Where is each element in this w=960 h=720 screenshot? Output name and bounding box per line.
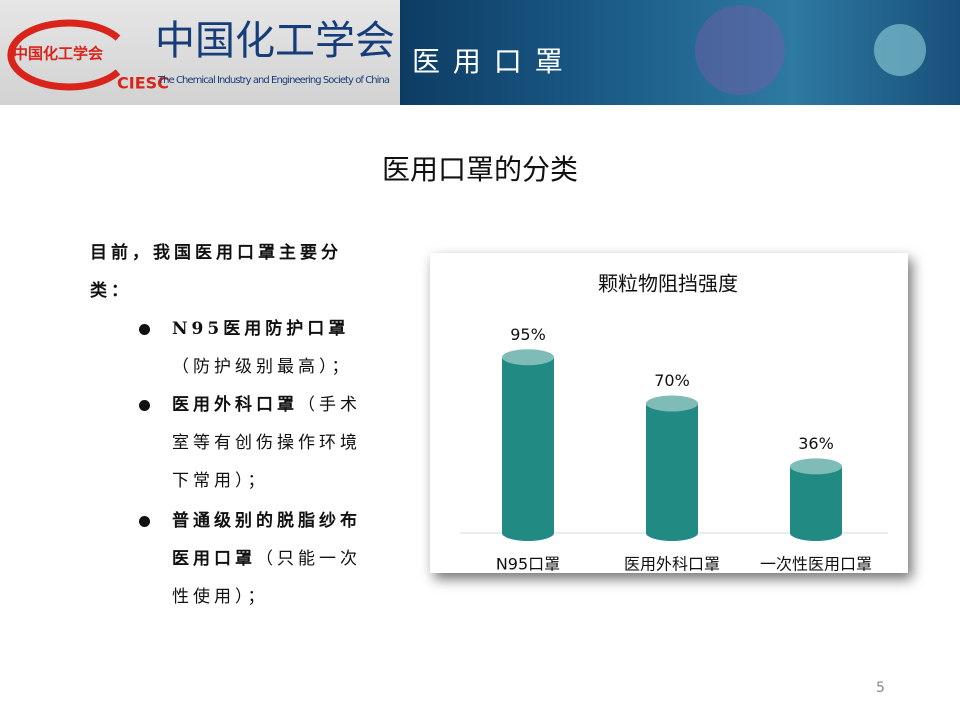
logo-ring <box>7 19 121 91</box>
bullet: N95医用防护口罩 （防护级别最高）； <box>172 310 372 386</box>
x-tick-label: N95口罩 <box>496 555 560 574</box>
header-decor <box>695 5 926 95</box>
logo-english: The Chemical Industry and Engineering So… <box>157 75 390 86</box>
bullet-dot <box>139 324 150 335</box>
bullet-text: （防护级别最高）； <box>172 357 353 377</box>
logo-title: 中国化工学会 <box>155 18 395 64</box>
x-tick-label: 医用外科口罩 <box>624 555 720 574</box>
page-number: 5 <box>876 680 885 696</box>
bullet: 普通级别的脱脂纱布医用口罩（只能一次性使用）； <box>172 502 372 616</box>
header-right <box>400 0 960 105</box>
bar-cap <box>646 395 698 412</box>
logo-badge: 中国化工学会 <box>13 45 103 63</box>
value-label: 36% <box>798 434 834 453</box>
bullet: 医用外科口罩（手术室等有创伤操作环境下常用）； <box>172 386 367 500</box>
bullet-dot <box>139 516 150 527</box>
bullet-text: （手术室等有创伤操作环境下常用）； <box>172 395 361 491</box>
bullet-dot <box>139 400 150 411</box>
slide-title: 医用口罩的分类 <box>381 153 578 186</box>
bullet-bold: 普通级别的脱脂纱布医用口罩 <box>172 511 361 569</box>
chart-panel: 颗粒物阻挡强度 95% N95口罩 70% 医用外科口罩 36% 一次性医用口罩 <box>430 253 908 574</box>
virus-icon <box>695 5 785 95</box>
virus-icon <box>874 24 926 76</box>
bullet-bold: N95医用防护口罩 <box>172 319 350 339</box>
bar-cap <box>502 349 554 366</box>
intro: 目前，我国医用口罩主要分类： <box>90 243 342 301</box>
bullet-text: （只能一次性使用）； <box>172 549 361 607</box>
bar-cap <box>790 458 842 475</box>
x-tick-label: 一次性医用口罩 <box>760 555 872 574</box>
chart: 颗粒物阻挡强度 95% N95口罩 70% 医用外科口罩 36% 一次性医用口罩 <box>460 272 888 574</box>
bar <box>502 357 554 541</box>
bullet-bold: 医用外科口罩 <box>172 395 298 415</box>
value-label: 70% <box>654 371 690 390</box>
chart-title: 颗粒物阻挡强度 <box>598 272 738 296</box>
bar <box>646 403 698 541</box>
bar <box>790 466 842 541</box>
logo-abbr: CIESC <box>117 74 169 93</box>
header-left: 中国化工学会 中国化工学会 CIESC The Chemical Industr… <box>0 0 400 105</box>
logo: 中国化工学会 中国化工学会 CIESC The Chemical Industr… <box>7 18 395 93</box>
value-label: 95% <box>510 325 546 344</box>
header-title: 医 用 口 罩 <box>412 45 565 78</box>
